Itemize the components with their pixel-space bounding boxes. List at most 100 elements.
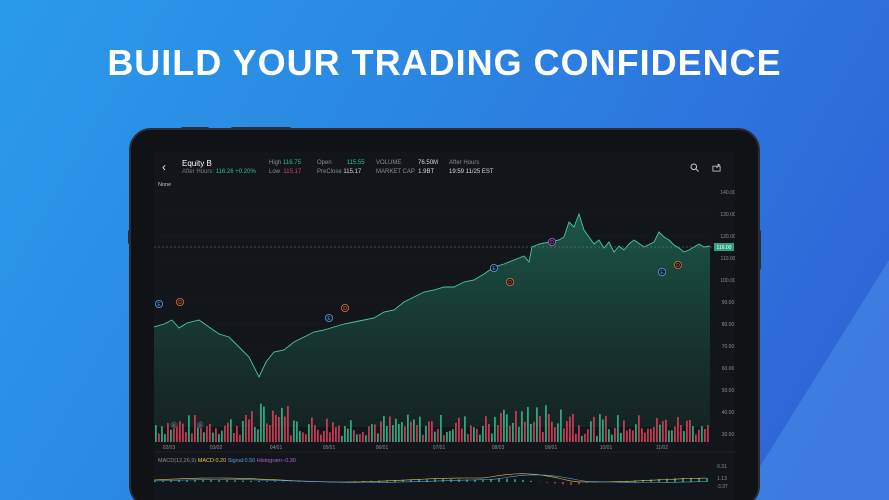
y-tick-label: 60.00 — [722, 366, 735, 372]
volume-bar — [671, 430, 673, 442]
macd-histogram-bar — [474, 479, 476, 482]
volume-bar — [164, 434, 166, 442]
zoom-left-icon[interactable]: ‹ — [170, 421, 178, 430]
volume-bar — [341, 435, 343, 442]
event-marker[interactable] — [175, 297, 184, 306]
volume-bar — [548, 414, 550, 442]
event-marker[interactable] — [324, 313, 333, 322]
event-marker[interactable] — [155, 299, 163, 308]
price-area — [154, 214, 710, 427]
macd-histogram-bar — [514, 479, 516, 482]
macd-histogram-bar — [178, 480, 180, 482]
volume-bar — [494, 416, 496, 442]
volume-bar — [305, 434, 307, 442]
x-tick-label: 04/01 — [270, 445, 283, 451]
volume-bar — [524, 421, 526, 442]
macd-histogram-bar — [282, 481, 284, 482]
event-marker[interactable] — [489, 264, 498, 273]
volume-bar — [578, 425, 580, 442]
macd-tick-label: -3.37 — [716, 484, 728, 490]
macd-histogram-bar — [258, 480, 260, 482]
macd-histogram-bar — [578, 482, 580, 485]
volume-bar — [542, 432, 544, 442]
y-axis: 140.00 130.00 120.00 110.00 100.00 90.00 80.00… — [720, 190, 735, 438]
volume-bar — [458, 417, 460, 442]
macd-histogram-bar — [202, 480, 204, 482]
svg-text:›: › — [199, 423, 201, 429]
event-markers[interactable]: E D E D E D D E D — [155, 238, 683, 322]
event-marker[interactable] — [505, 278, 514, 287]
volume-bar — [434, 431, 436, 442]
volume-bar — [227, 422, 229, 442]
event-marker[interactable] — [674, 261, 683, 270]
share-icon[interactable] — [712, 163, 721, 172]
volume-bar — [344, 426, 346, 442]
volume-bar — [371, 424, 373, 442]
x-tick-label: 06/01 — [376, 445, 389, 451]
volume-bar — [362, 431, 364, 442]
volume-bar — [398, 424, 400, 442]
volume-bar — [191, 433, 193, 442]
macd-histogram-bar — [274, 481, 276, 482]
event-marker-label: E — [492, 266, 496, 272]
event-marker[interactable] — [657, 268, 666, 277]
volume-bar — [254, 426, 256, 442]
y-tick-label: 80.00 — [722, 322, 735, 328]
macd-histogram-bar — [234, 480, 236, 482]
macd-histogram-bar — [674, 478, 676, 482]
volume-bar — [521, 411, 523, 442]
y-tick-label: 130.00 — [720, 212, 735, 218]
volume-bar — [374, 424, 376, 442]
volume-bar — [197, 426, 199, 442]
macd-tick-label: 6.31 — [717, 464, 727, 470]
event-marker[interactable] — [547, 238, 556, 247]
x-tick-label: 08/03 — [492, 445, 505, 451]
volume-bar — [365, 435, 367, 442]
volume-bar — [329, 432, 331, 442]
volume-bar — [392, 425, 394, 442]
volume-bar — [278, 416, 280, 442]
period-label[interactable]: None — [158, 182, 172, 188]
volume-bar — [545, 405, 547, 442]
event-marker[interactable] — [340, 303, 349, 312]
volume-bar — [650, 428, 652, 442]
volume-bar — [677, 416, 679, 442]
volume-bar — [359, 434, 361, 442]
volume-bar — [347, 428, 349, 442]
volume-bar — [605, 415, 607, 442]
app-screen: ‹ Equity B After Hours: 116.26 +0.20% Hi… — [154, 152, 735, 500]
macd-histogram-bar — [650, 479, 652, 482]
macd-histogram-bar — [434, 479, 436, 482]
volume-bar — [530, 423, 532, 442]
background-wedge — [739, 260, 889, 500]
volume-bar — [656, 418, 658, 442]
volume-bar — [206, 426, 208, 442]
last-price-badge-text: 116.00 — [717, 245, 732, 251]
volume-bar — [236, 426, 238, 442]
volume-bar — [221, 430, 223, 442]
volume-bar — [308, 424, 310, 442]
volume-bar — [455, 422, 457, 442]
event-marker-label: E — [157, 302, 161, 308]
volume-bar — [176, 425, 178, 442]
price-chart[interactable]: 116.00 140.00 130.00 120.00 110.00 100.00 90.… — [154, 152, 735, 500]
volume-bar — [416, 424, 418, 442]
volume-bar — [251, 411, 253, 442]
volume-bar — [257, 429, 259, 442]
zoom-right-icon[interactable]: › — [196, 421, 204, 430]
x-axis: 02/03 03/02 04/01 05/01 06/01 07/01 08/03 09/01… — [163, 445, 669, 451]
volume-bar — [575, 433, 577, 442]
volume-bar — [617, 415, 619, 442]
volume-bar — [167, 423, 169, 442]
macd-histogram-bar — [266, 481, 268, 482]
volume-bar — [509, 425, 511, 442]
y-tick-label: 120.00 — [720, 234, 735, 240]
back-arrow-icon[interactable]: ‹ — [162, 160, 166, 174]
price-line — [154, 212, 711, 379]
y-tick-label: 40.00 — [722, 410, 735, 416]
macd-histogram-bar — [546, 482, 548, 483]
symbol-name: Equity B — [182, 159, 212, 168]
volume-bar — [332, 422, 334, 442]
volume-bar — [563, 428, 565, 442]
search-icon[interactable] — [690, 163, 699, 172]
